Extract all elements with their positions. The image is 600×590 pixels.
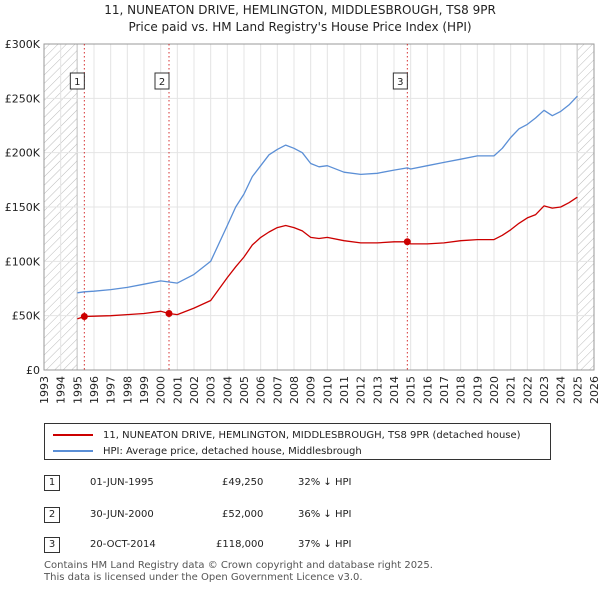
y-tick-label: £150K: [5, 201, 41, 214]
legend-item-hpi: HPI: Average price, detached house, Midd…: [53, 443, 362, 459]
legend-swatch-price: [53, 434, 93, 436]
transaction-date: 01-JUN-1995: [90, 477, 154, 488]
x-tick-label: 2018: [455, 376, 468, 404]
y-tick-label: £0: [26, 364, 40, 377]
x-tick-label: 1999: [138, 376, 151, 404]
transaction-price: £49,250: [222, 477, 264, 488]
x-tick-label: 2017: [438, 376, 451, 404]
x-tick-label: 2005: [238, 376, 251, 404]
footer-licence: This data is licensed under the Open Gov…: [44, 572, 363, 583]
legend-label-price: 11, NUNEATON DRIVE, HEMLINGTON, MIDDLESB…: [103, 429, 521, 441]
sale-point: [165, 309, 173, 317]
x-tick-label: 2013: [371, 376, 384, 404]
sale-marker-box: [154, 72, 170, 90]
x-tick-label: 2006: [255, 376, 268, 404]
y-tick-label: £250K: [5, 92, 41, 105]
footer-copyright: Contains HM Land Registry data © Crown c…: [44, 560, 433, 571]
x-tick-label: 2026: [588, 376, 600, 404]
x-tick-label: 2020: [488, 376, 501, 404]
sale-point: [403, 238, 411, 246]
y-tick-label: £200K: [5, 147, 41, 160]
x-tick-label: 1997: [105, 376, 118, 404]
x-tick-label: 2010: [321, 376, 334, 404]
x-tick-label: 2012: [355, 376, 368, 404]
plot-frame: [43, 43, 595, 371]
x-tick-label: 2000: [155, 376, 168, 404]
x-tick-label: 2001: [171, 376, 184, 404]
x-tick-label: 2015: [405, 376, 418, 404]
x-tick-label: 1993: [38, 376, 51, 404]
x-tick-label: 1996: [88, 376, 101, 404]
chart-subtitle: Price paid vs. HM Land Registry's House …: [128, 20, 472, 34]
x-tick-label: 1995: [71, 376, 84, 404]
transaction-number: 3: [44, 537, 60, 553]
y-tick-label: £50K: [12, 310, 41, 323]
transaction-number: 1: [44, 475, 60, 491]
x-tick-label: 2016: [421, 376, 434, 404]
transaction-price: £118,000: [216, 539, 264, 550]
transaction-date: 30-JUN-2000: [90, 509, 154, 520]
x-tick-label: 2025: [571, 376, 584, 404]
x-tick-label: 2007: [271, 376, 284, 404]
x-tick-label: 2004: [221, 376, 234, 404]
sale-marker-label: 1: [74, 77, 80, 88]
x-tick-label: 2003: [205, 376, 218, 404]
transaction-number: 2: [44, 507, 60, 523]
transaction-hpi-diff: 37% ↓ HPI: [298, 539, 352, 550]
transaction-date: 20-OCT-2014: [90, 539, 156, 550]
x-tick-label: 2014: [388, 376, 401, 404]
sale-point: [80, 312, 88, 320]
footer: Contains HM Land Registry data © Crown c…: [44, 560, 433, 584]
sale-marker-label: 2: [159, 77, 165, 88]
sale-marker-box: [392, 72, 408, 90]
x-tick-label: 2008: [288, 376, 301, 404]
legend-swatch-hpi: [53, 450, 93, 452]
x-tick-label: 2002: [188, 376, 201, 404]
transaction-price: £52,000: [222, 509, 264, 520]
legend-item-price: 11, NUNEATON DRIVE, HEMLINGTON, MIDDLESB…: [53, 427, 521, 443]
x-tick-label: 2023: [538, 376, 551, 404]
transaction-hpi-diff: 36% ↓ HPI: [298, 509, 352, 520]
x-tick-label: 2011: [338, 376, 351, 404]
chart-title: 11, NUNEATON DRIVE, HEMLINGTON, MIDDLESB…: [104, 3, 496, 17]
hpi-line: [77, 95, 578, 294]
sale-marker-label: 3: [397, 77, 403, 88]
y-tick-label: £300K: [5, 38, 41, 51]
sale-marker-box: [69, 72, 85, 90]
x-tick-label: 1994: [55, 376, 68, 404]
x-tick-label: 2022: [521, 376, 534, 404]
x-tick-label: 2021: [505, 376, 518, 404]
legend-label-hpi: HPI: Average price, detached house, Midd…: [103, 445, 362, 457]
x-tick-label: 2019: [471, 376, 484, 404]
x-tick-label: 1998: [121, 376, 134, 404]
x-tick-label: 2024: [555, 376, 568, 404]
y-tick-label: £100K: [5, 255, 41, 268]
legend: 11, NUNEATON DRIVE, HEMLINGTON, MIDDLESB…: [44, 423, 551, 460]
transaction-hpi-diff: 32% ↓ HPI: [298, 477, 352, 488]
x-tick-label: 2009: [305, 376, 318, 404]
